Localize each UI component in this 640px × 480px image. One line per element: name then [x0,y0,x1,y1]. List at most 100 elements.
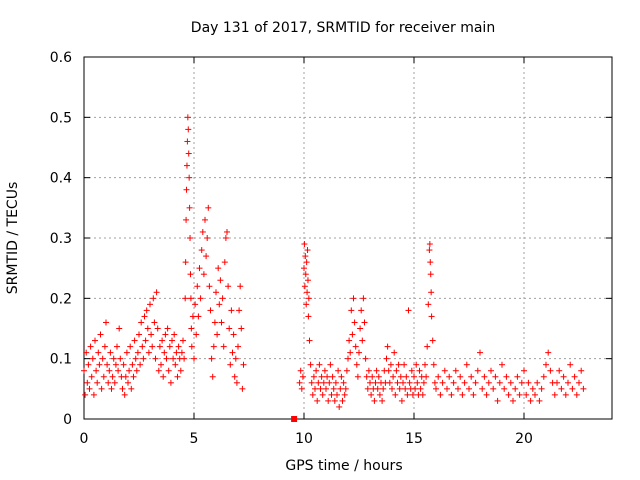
data-point [193,331,200,338]
data-point [358,307,365,314]
data-point [437,391,444,398]
data-point [483,391,490,398]
data-point [112,361,119,368]
data-point [505,391,512,398]
data-point [354,373,361,380]
data-point [328,391,335,398]
data-point [199,228,206,235]
data-point [387,361,394,368]
data-point [580,385,587,392]
data-point [326,379,333,386]
data-point [331,397,338,404]
data-point [89,355,96,362]
data-point [409,391,416,398]
x-tick-label: 15 [405,431,423,447]
data-point [461,379,468,386]
data-point [108,385,115,392]
data-point [182,295,189,302]
data-point [423,373,430,380]
data-point [470,391,477,398]
data-point [213,289,219,296]
data-point [512,385,519,392]
data-point [302,271,309,278]
data-point [323,385,329,392]
data-point [349,331,356,338]
data-point [160,373,167,380]
data-point [305,295,312,302]
data-point [394,379,401,386]
data-point [367,379,373,386]
data-point [353,361,360,368]
data-point [390,373,397,380]
data-point [208,355,215,362]
data-point [211,319,218,326]
data-point [90,391,97,398]
data-point [372,379,379,386]
data-point [115,367,122,374]
data-point [101,343,108,350]
data-point [576,379,582,386]
data-point [343,367,350,374]
data-point [350,295,357,302]
data-point [126,367,133,374]
data-point [448,391,455,398]
data-point [88,373,95,380]
data-point [296,379,303,386]
data-point [369,373,376,380]
data-point [341,391,348,398]
data-point [529,385,536,392]
data-point [395,361,402,368]
data-point [95,349,102,356]
data-point [468,373,475,380]
data-point [357,325,364,332]
data-point [187,295,194,302]
data-point [100,373,107,380]
data-point [225,283,232,290]
data-point [183,216,190,223]
data-point [433,385,439,392]
data-point [109,373,116,380]
data-point [110,355,117,362]
data-point [389,385,395,392]
data-point [195,313,202,320]
y-tick-label: 0.4 [50,171,72,187]
data-point [472,379,479,386]
data-point [239,385,246,392]
data-point [327,361,334,368]
x-tick-label: 5 [190,431,199,447]
data-point [302,253,309,260]
data-point [441,367,448,374]
data-point [97,331,104,338]
data-point [82,391,89,398]
data-point [210,343,217,350]
data-point [163,355,170,362]
data-point [416,367,423,374]
data-point [150,295,157,302]
data-point [571,373,578,380]
data-point [164,325,171,332]
data-point [140,355,147,362]
data-point [547,367,554,374]
data-point [338,373,345,380]
data-point [184,114,191,121]
data-point [161,349,168,356]
data-point [492,373,499,380]
data-point [81,367,87,374]
data-point [316,361,323,368]
data-point [392,391,399,398]
data-point [347,349,354,356]
data-point [540,373,547,380]
data-point [197,295,204,302]
data-point [425,301,432,308]
x-tick-label: 20 [515,431,533,447]
data-point [335,367,342,374]
data-point [186,174,193,181]
data-point [488,367,494,374]
data-point [385,367,392,374]
data-point [137,361,144,368]
data-point [375,373,382,380]
data-point [297,367,304,374]
data-point [136,331,142,338]
data-point [466,385,472,392]
data-point [374,385,381,392]
